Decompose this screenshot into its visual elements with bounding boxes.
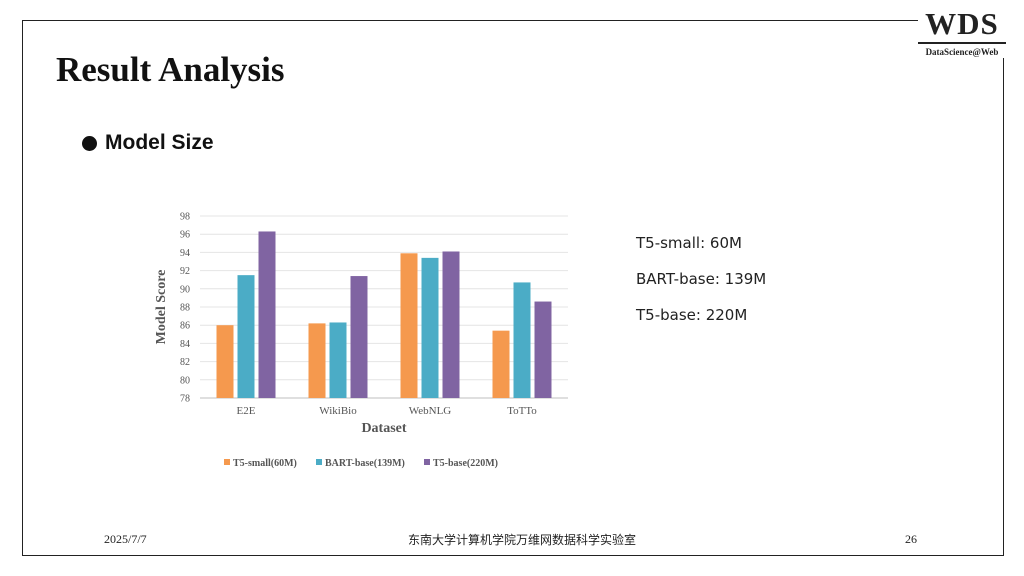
bullet-text: Model Size (105, 131, 214, 154)
x-axis-title: Dataset (361, 421, 406, 436)
bar-e2e-1 (216, 325, 234, 398)
logo-rule (918, 42, 1006, 44)
bullet-item: Model Size (82, 131, 214, 155)
y-tick-label: 96 (180, 230, 190, 241)
y-tick-label: 94 (180, 248, 190, 259)
bar-totto-2 (513, 282, 531, 398)
y-axis-title: Model Score (154, 270, 169, 345)
logo: WDS DataScience@Web (916, 8, 1008, 58)
bar-e2e-3 (258, 231, 276, 398)
legend-swatch (224, 459, 230, 465)
bullet-dot-icon (82, 135, 97, 151)
y-tick-label: 86 (180, 321, 190, 332)
legend-swatch (424, 459, 430, 465)
note-bart-base: BART-base: 139M (636, 270, 767, 288)
bar-webnlg-3 (442, 251, 460, 398)
frame-left-line (22, 20, 23, 556)
legend-label: BART-base(139M) (325, 458, 405, 469)
slide-title: Result Analysis (56, 50, 285, 89)
y-tick-label: 82 (180, 357, 190, 368)
frame-top-line (22, 20, 918, 21)
x-tick-label: ToTTo (507, 405, 537, 417)
note-t5-small: T5-small: 60M (636, 234, 742, 252)
logo-sub-text: DataScience@Web (925, 47, 999, 57)
y-tick-label: 92 (180, 266, 190, 277)
footer-date: 2025/7/7 (104, 532, 147, 546)
note-t5-base: T5-base: 220M (636, 306, 748, 324)
legend-label: T5-small(60M) (233, 458, 297, 469)
x-tick-label: WebNLG (409, 405, 452, 417)
frame-right-line (1003, 58, 1004, 556)
y-tick-label: 98 (180, 212, 190, 223)
y-tick-label: 88 (180, 303, 190, 314)
footer-lab-name: 东南大学计算机学院万维网数据科学实验室 (408, 533, 637, 547)
model-size-notes: T5-small: 60M BART-base: 139M T5-base: 2… (636, 232, 766, 340)
y-tick-label: 80 (180, 375, 190, 386)
bar-wikibio-2 (329, 322, 347, 398)
bar-webnlg-1 (400, 253, 418, 398)
y-tick-label: 78 (180, 394, 190, 405)
bar-wikibio-3 (350, 276, 368, 398)
bar-webnlg-2 (421, 257, 439, 398)
legend-label: T5-base(220M) (433, 458, 498, 469)
bar-e2e-2 (237, 275, 255, 398)
y-tick-label: 84 (180, 339, 190, 350)
legend-swatch (316, 459, 322, 465)
bar-totto-1 (492, 330, 510, 398)
logo-main-text: WDS (925, 6, 999, 41)
x-tick-label: E2E (237, 405, 256, 417)
bar-wikibio-1 (308, 323, 326, 398)
footer-page-number: 26 (905, 532, 917, 546)
x-tick-label: WikiBio (319, 405, 357, 417)
frame-bottom-line (22, 555, 1004, 556)
y-tick-label: 90 (180, 284, 190, 295)
bar-totto-3 (534, 301, 552, 398)
